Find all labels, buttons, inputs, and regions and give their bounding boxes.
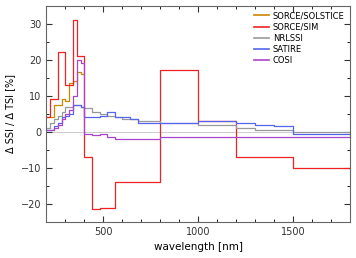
SATIRE — [291, 125, 295, 128]
COSI — [291, 136, 295, 139]
SORCE/SOLSTICE — [44, 116, 49, 119]
NRLSSI — [348, 130, 352, 133]
NRLSSI — [291, 128, 295, 132]
SORCE/SOLSTICE — [63, 100, 68, 103]
SORCE/SOLSTICE — [52, 103, 56, 106]
SORCE/SOLSTICE — [48, 116, 52, 119]
SATIRE — [56, 121, 60, 124]
SORCE/SIM — [67, 83, 72, 86]
COSI — [113, 138, 117, 141]
SORCE/SOLSTICE — [56, 103, 60, 106]
NRLSSI — [98, 110, 102, 114]
SORCE/SOLSTICE — [63, 98, 68, 101]
SORCE/SIM — [348, 166, 352, 170]
SORCE/SIM — [98, 206, 102, 209]
SORCE/SOLSTICE — [75, 80, 79, 83]
SORCE/SOLSTICE — [71, 82, 75, 85]
SORCE/SIM — [128, 181, 132, 184]
SORCE/SIM — [59, 51, 64, 54]
SORCE/SOLSTICE — [71, 80, 75, 83]
SORCE/SOLSTICE — [79, 71, 83, 74]
COSI — [98, 134, 102, 137]
NRLSSI — [67, 105, 72, 108]
SORCE/SIM — [291, 156, 295, 159]
SORCE/SOLSTICE — [59, 103, 64, 106]
SORCE/SOLSTICE — [75, 80, 79, 83]
SORCE/SIM — [71, 18, 75, 21]
SORCE/SOLSTICE — [75, 71, 79, 74]
SORCE/SOLSTICE — [63, 98, 68, 101]
Line: SATIRE: SATIRE — [47, 105, 350, 134]
SORCE/SOLSTICE — [71, 82, 75, 85]
SATIRE — [291, 132, 295, 135]
NRLSSI — [59, 114, 64, 117]
COSI — [348, 136, 352, 139]
SORCE/SOLSTICE — [67, 82, 72, 85]
SATIRE — [348, 132, 352, 135]
NRLSSI — [291, 130, 295, 133]
SORCE/SOLSTICE — [48, 116, 52, 119]
SORCE/SOLSTICE — [56, 103, 60, 106]
Line: COSI: COSI — [47, 60, 350, 139]
NRLSSI — [71, 103, 75, 106]
SORCE/SOLSTICE — [56, 103, 60, 106]
X-axis label: wavelength [nm]: wavelength [nm] — [154, 243, 243, 252]
NRLSSI — [44, 127, 49, 130]
SORCE/SOLSTICE — [59, 103, 64, 106]
SATIRE — [98, 116, 102, 119]
SATIRE — [128, 116, 132, 119]
COSI — [59, 123, 64, 126]
NRLSSI — [56, 114, 60, 117]
SORCE/SIM — [44, 116, 49, 119]
Line: SORCE/SOLSTICE: SORCE/SOLSTICE — [47, 72, 84, 117]
SATIRE — [44, 128, 49, 132]
Legend: SORCE/SOLSTICE, SORCE/SIM, NRLSSI, SATIRE, COSI: SORCE/SOLSTICE, SORCE/SIM, NRLSSI, SATIR… — [252, 10, 346, 66]
Y-axis label: Δ SSI / Δ TSI [%]: Δ SSI / Δ TSI [%] — [6, 74, 16, 153]
Line: NRLSSI: NRLSSI — [47, 105, 350, 132]
SORCE/SOLSTICE — [79, 72, 83, 76]
SORCE/SOLSTICE — [59, 98, 64, 101]
SATIRE — [59, 121, 64, 124]
SATIRE — [71, 103, 75, 106]
SORCE/SOLSTICE — [82, 72, 87, 76]
SORCE/SOLSTICE — [79, 71, 83, 74]
COSI — [128, 138, 132, 141]
SORCE/SOLSTICE — [67, 100, 72, 103]
SORCE/SIM — [90, 208, 94, 211]
Line: SORCE/SIM: SORCE/SIM — [47, 20, 350, 209]
SORCE/SOLSTICE — [67, 100, 72, 103]
COSI — [44, 128, 49, 132]
COSI — [67, 109, 72, 112]
SORCE/SOLSTICE — [52, 116, 56, 119]
SATIRE — [67, 112, 72, 115]
COSI — [56, 123, 60, 126]
NRLSSI — [128, 118, 132, 121]
SORCE/SOLSTICE — [48, 116, 52, 119]
COSI — [75, 58, 79, 61]
SORCE/SOLSTICE — [52, 116, 56, 119]
SORCE/SIM — [56, 51, 60, 54]
